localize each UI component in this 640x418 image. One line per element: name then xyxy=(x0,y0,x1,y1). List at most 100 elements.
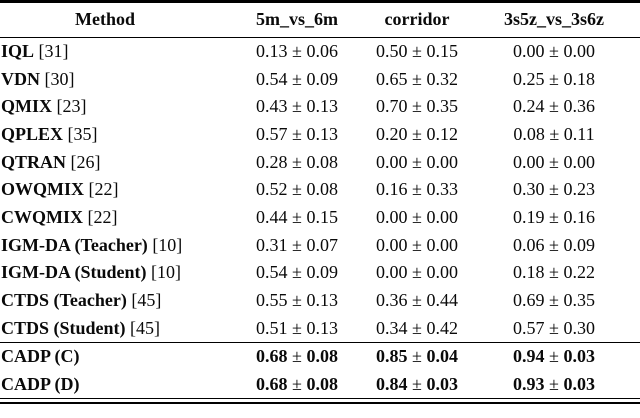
mean-value: 0.70 xyxy=(376,96,408,117)
std-value: 0.09 xyxy=(563,234,595,255)
results-table-container: Method 5m_vs_6m corridor 3s5z_vs_3s6z IQ… xyxy=(0,0,640,404)
table-row: CADP (D) 0.68 ± 0.08 0.84 ± 0.03 0.93 ± 0.0… xyxy=(0,371,640,399)
plus-minus: ± xyxy=(544,40,564,61)
plus-minus: ± xyxy=(544,68,564,89)
value-cell: 0.57 ± 0.13 xyxy=(238,121,356,149)
column-header-corridor: corridor xyxy=(384,9,450,29)
plus-minus: ± xyxy=(544,234,564,255)
std-value: 0.08 xyxy=(306,374,338,395)
value-cell: 0.16 ± 0.33 xyxy=(356,176,478,204)
plus-minus: ± xyxy=(407,151,427,172)
method-cell: VDN [30] xyxy=(0,65,238,93)
std-value: 0.09 xyxy=(306,262,338,283)
value-cell: 0.00 ± 0.00 xyxy=(478,37,640,65)
std-value: 0.13 xyxy=(306,290,338,311)
value-cell: 0.85 ± 0.04 xyxy=(356,342,478,371)
plus-minus: ± xyxy=(407,96,427,117)
method-cell: QTRAN [26] xyxy=(0,148,238,176)
std-value: 0.35 xyxy=(426,96,458,117)
mean-value: 0.36 xyxy=(376,290,408,311)
table-row: QPLEX [35] 0.57 ± 0.13 0.20 ± 0.12 0.08 ± 0… xyxy=(0,121,640,149)
std-value: 0.00 xyxy=(426,206,458,227)
std-value: 0.00 xyxy=(426,262,458,283)
mean-value: 0.18 xyxy=(513,262,545,283)
mean-value: 0.57 xyxy=(513,317,545,338)
plus-minus: ± xyxy=(544,374,564,395)
mean-value: 0.50 xyxy=(376,40,408,61)
plus-minus: ± xyxy=(287,96,307,117)
plus-minus: ± xyxy=(287,290,307,311)
mean-value: 0.57 xyxy=(256,123,288,144)
value-cell: 0.30 ± 0.23 xyxy=(478,176,640,204)
table-row: CADP (C) 0.68 ± 0.08 0.85 ± 0.04 0.94 ± 0.0… xyxy=(0,342,640,371)
citation-ref: [30] xyxy=(40,68,75,89)
citation-ref: [23] xyxy=(52,96,87,117)
mean-value: 0.20 xyxy=(376,123,408,144)
mean-value: 0.00 xyxy=(376,262,408,283)
std-value: 0.03 xyxy=(426,374,458,395)
plus-minus: ± xyxy=(407,234,427,255)
value-cell: 0.94 ± 0.03 xyxy=(478,342,640,371)
mean-value: 0.52 xyxy=(256,179,288,200)
table-row: CTDS (Teacher) [45] 0.55 ± 0.13 0.36 ± 0.4… xyxy=(0,287,640,315)
plus-minus: ± xyxy=(407,123,427,144)
value-cell: 0.00 ± 0.00 xyxy=(356,231,478,259)
std-value: 0.32 xyxy=(426,68,458,89)
method-name: QTRAN xyxy=(1,151,67,172)
std-value: 0.33 xyxy=(426,179,458,200)
value-cell: 0.00 ± 0.00 xyxy=(356,148,478,176)
mean-value: 0.34 xyxy=(376,317,408,338)
value-cell: 0.55 ± 0.13 xyxy=(238,287,356,315)
value-cell: 0.36 ± 0.44 xyxy=(356,287,478,315)
method-name: QMIX xyxy=(1,96,52,117)
std-value: 0.00 xyxy=(426,234,458,255)
value-cell: 0.68 ± 0.08 xyxy=(238,371,356,399)
std-value: 0.09 xyxy=(306,68,338,89)
plus-minus: ± xyxy=(407,206,427,227)
value-cell: 0.13 ± 0.06 xyxy=(238,37,356,65)
mean-value: 0.65 xyxy=(376,68,408,89)
plus-minus: ± xyxy=(544,179,564,200)
results-table: Method 5m_vs_6m corridor 3s5z_vs_3s6z IQ… xyxy=(0,3,640,399)
plus-minus: ± xyxy=(407,40,427,61)
method-cell: IGM-DA (Student) [10] xyxy=(0,259,238,287)
plus-minus: ± xyxy=(287,68,307,89)
method-name: VDN xyxy=(1,68,40,89)
table-bottom-rule xyxy=(0,398,640,404)
mean-value: 0.00 xyxy=(376,234,408,255)
table-row: QMIX [23] 0.43 ± 0.13 0.70 ± 0.35 0.24 ± 0.… xyxy=(0,93,640,121)
mean-value: 0.43 xyxy=(256,96,288,117)
mean-value: 0.85 xyxy=(376,346,408,367)
value-cell: 0.00 ± 0.00 xyxy=(356,259,478,287)
citation-ref: [45] xyxy=(125,317,161,338)
mean-value: 0.30 xyxy=(513,179,545,200)
mean-value: 0.68 xyxy=(256,346,288,367)
value-cell: 0.51 ± 0.13 xyxy=(238,314,356,342)
plus-minus: ± xyxy=(287,40,307,61)
std-value: 0.13 xyxy=(306,96,338,117)
table-row: IQL [31] 0.13 ± 0.06 0.50 ± 0.15 0.00 ± 0.0… xyxy=(0,37,640,65)
value-cell: 0.00 ± 0.00 xyxy=(478,148,640,176)
mean-value: 0.28 xyxy=(256,151,288,172)
method-cell: CTDS (Teacher) [45] xyxy=(0,287,238,315)
std-value: 0.00 xyxy=(426,151,458,172)
value-cell: 0.00 ± 0.00 xyxy=(356,204,478,232)
std-value: 0.08 xyxy=(306,151,338,172)
mean-value: 0.13 xyxy=(256,40,288,61)
value-cell: 0.57 ± 0.30 xyxy=(478,314,640,342)
mean-value: 0.55 xyxy=(256,290,288,311)
std-value: 0.13 xyxy=(306,123,338,144)
std-value: 0.08 xyxy=(306,346,338,367)
plus-minus: ± xyxy=(287,234,307,255)
value-cell: 0.68 ± 0.08 xyxy=(238,342,356,371)
citation-ref: [22] xyxy=(83,206,118,227)
column-header-method: Method xyxy=(75,9,135,29)
method-cell: QMIX [23] xyxy=(0,93,238,121)
value-cell: 0.34 ± 0.42 xyxy=(356,314,478,342)
mean-value: 0.00 xyxy=(513,151,545,172)
method-name: CWQMIX xyxy=(1,206,83,227)
std-value: 0.08 xyxy=(306,179,338,200)
mean-value: 0.19 xyxy=(513,206,545,227)
plus-minus: ± xyxy=(544,290,564,311)
plus-minus: ± xyxy=(407,262,427,283)
